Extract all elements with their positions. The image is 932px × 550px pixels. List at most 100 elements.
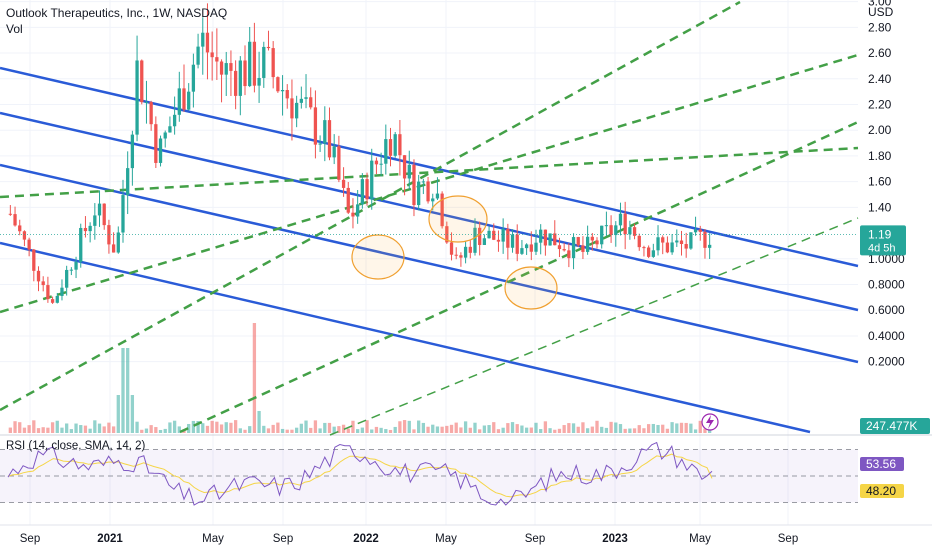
candle-body: [79, 227, 83, 262]
symbol-title[interactable]: Outlook Therapeutics, Inc., 1W, NASDAQ: [6, 6, 228, 20]
price-candles: [8, 3, 712, 304]
volume-bar: [665, 428, 670, 433]
volume-bar: [233, 420, 238, 433]
candle-body: [600, 225, 604, 245]
volume-bar: [177, 426, 181, 433]
rsi-sma-line: [7, 453, 713, 498]
candle-body: [262, 46, 266, 78]
candle-body: [496, 239, 501, 242]
candle-body: [609, 225, 613, 236]
volume-bar: [168, 422, 172, 433]
price-tick-label: 2.00: [868, 123, 892, 137]
candle-body: [323, 120, 327, 144]
candle-body: [337, 146, 341, 180]
volume-bar: [243, 429, 247, 433]
volume-bar: [637, 425, 641, 433]
volume-bar: [356, 429, 360, 433]
candle-body: [50, 299, 55, 303]
candle-body: [238, 60, 242, 96]
candle-body: [590, 236, 594, 241]
candle-body: [637, 235, 641, 248]
candle-body: [445, 226, 449, 243]
volume-bar: [543, 421, 548, 433]
volume-bar: [285, 429, 289, 433]
volume-bar: [271, 424, 275, 433]
candle-body: [665, 242, 670, 253]
time-tick-label: Sep: [778, 533, 798, 545]
volume-bar: [524, 427, 529, 433]
volume-bar: [280, 428, 285, 433]
candle-body: [614, 225, 618, 236]
volume-bar: [65, 423, 69, 433]
volume-bar: [398, 421, 402, 433]
volume-bar: [684, 422, 688, 433]
candle-body: [529, 244, 533, 252]
volume-bar: [252, 323, 257, 433]
volume-bar: [609, 421, 613, 433]
volume-bar: [548, 428, 552, 433]
volume-bar: [135, 421, 139, 433]
volume-label[interactable]: Vol: [6, 22, 23, 36]
volume-bar: [520, 425, 524, 433]
dashed-trend-line: [329, 217, 859, 436]
candle-body: [384, 139, 388, 164]
candle-body: [684, 244, 688, 249]
candle-body: [440, 193, 444, 227]
rsi-value-tag: [860, 457, 904, 471]
candle-body: [74, 261, 78, 270]
volume-bar: [187, 423, 191, 433]
volume-bar: [698, 420, 702, 433]
candle-body: [201, 32, 205, 47]
candle-body: [252, 41, 257, 86]
lightning-icon: [706, 415, 714, 429]
candle-body: [356, 204, 360, 217]
volume-bar: [50, 422, 55, 433]
candle-body: [539, 229, 543, 243]
candle-body: [370, 160, 374, 200]
volume-bar: [468, 427, 472, 433]
volume-bar: [304, 420, 308, 433]
candle-body: [478, 227, 482, 245]
rsi-sma-value: 48.20: [866, 484, 896, 498]
channel-line: [0, 66, 859, 268]
candle-body: [468, 246, 472, 253]
candle-body: [149, 102, 153, 125]
candle-body: [32, 249, 36, 271]
volume-bar: [402, 420, 407, 433]
volume-bar: [262, 425, 266, 433]
highlight-circle: [351, 234, 405, 280]
volume-bar: [501, 427, 505, 433]
candle-body: [393, 134, 397, 156]
volume-bar: [18, 422, 22, 433]
dashed-trend-line: [0, 146, 859, 199]
candle-body: [543, 229, 548, 246]
volume-bar: [276, 422, 280, 433]
volume-bar: [116, 395, 120, 433]
candle-body: [595, 240, 599, 245]
candle-body: [257, 77, 261, 86]
candle-body: [571, 237, 576, 259]
candle-body: [520, 248, 524, 254]
volume-bar: [351, 420, 355, 433]
volume-bar: [431, 424, 435, 433]
candle-body: [318, 143, 322, 145]
volume-bar: [323, 422, 327, 433]
candle-body: [651, 250, 655, 257]
candle-body: [41, 281, 45, 286]
candle-body: [210, 52, 214, 58]
volume-bar: [196, 421, 200, 433]
rsi-indicator-label[interactable]: RSI (14, close, SMA, 14, 2): [6, 440, 146, 452]
candle-body: [693, 229, 698, 233]
time-tick-label: 2021: [97, 533, 123, 545]
volume-bar: [567, 423, 571, 433]
candle-body: [379, 163, 383, 165]
candle-body: [65, 269, 69, 288]
volume-bar: [41, 427, 45, 433]
candle-body: [243, 60, 247, 87]
candle-body: [93, 215, 97, 226]
volume-bar: [102, 426, 106, 433]
volume-bar: [172, 420, 177, 433]
volume-bar: [534, 422, 538, 433]
